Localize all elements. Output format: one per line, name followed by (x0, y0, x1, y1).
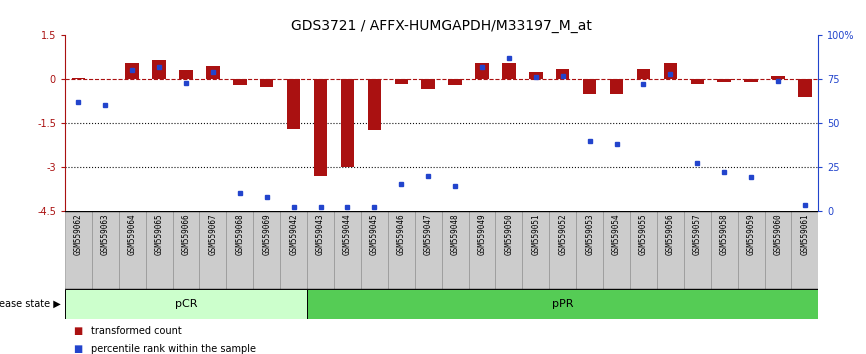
Text: GSM559057: GSM559057 (693, 213, 701, 255)
Bar (469, 211, 495, 289)
Text: GSM559049: GSM559049 (477, 213, 487, 255)
Text: GSM559062: GSM559062 (74, 213, 83, 255)
Text: GSM559068: GSM559068 (236, 213, 244, 255)
Bar (152, 60, 166, 79)
Bar (260, 79, 274, 86)
Text: GSM559054: GSM559054 (612, 213, 621, 255)
Bar (206, 66, 220, 79)
Bar (307, 211, 334, 289)
Bar (334, 211, 361, 289)
Text: disease state ▶: disease state ▶ (0, 298, 61, 309)
Text: GSM559044: GSM559044 (343, 213, 352, 255)
Bar (610, 79, 624, 94)
Text: percentile rank within the sample: percentile rank within the sample (91, 344, 256, 354)
Text: GSM559065: GSM559065 (155, 213, 164, 255)
Bar (657, 211, 684, 289)
Text: ■: ■ (74, 344, 83, 354)
Text: GSM559045: GSM559045 (370, 213, 379, 255)
Text: GSM559067: GSM559067 (209, 213, 217, 255)
Bar (65, 211, 92, 289)
Bar (502, 63, 515, 79)
Text: GSM559063: GSM559063 (100, 213, 110, 255)
Text: GSM559061: GSM559061 (800, 213, 810, 255)
Text: GSM559069: GSM559069 (262, 213, 271, 255)
Text: transformed count: transformed count (91, 326, 182, 336)
Bar (690, 79, 704, 84)
Text: ■: ■ (74, 326, 83, 336)
Bar (233, 79, 247, 85)
Bar (388, 211, 415, 289)
Bar (792, 211, 818, 289)
Text: pCR: pCR (175, 298, 197, 309)
Bar (449, 79, 462, 85)
Bar (529, 72, 543, 79)
Bar (253, 211, 281, 289)
Bar (495, 211, 522, 289)
Bar (340, 79, 354, 167)
Bar (199, 211, 226, 289)
Text: GSM559051: GSM559051 (532, 213, 540, 255)
Bar (745, 79, 758, 82)
Text: pPR: pPR (552, 298, 573, 309)
Bar (637, 69, 650, 79)
Title: GDS3721 / AFFX-HUMGAPDH/M33197_M_at: GDS3721 / AFFX-HUMGAPDH/M33197_M_at (291, 19, 592, 33)
Text: GSM559058: GSM559058 (720, 213, 728, 255)
Bar (711, 211, 738, 289)
Bar (126, 63, 139, 79)
Text: GSM559050: GSM559050 (504, 213, 514, 255)
Bar (281, 211, 307, 289)
Text: GSM559053: GSM559053 (585, 213, 594, 255)
Bar (226, 211, 253, 289)
Bar (583, 79, 597, 94)
Bar (556, 69, 570, 79)
Bar (179, 70, 193, 79)
Bar (65, 289, 307, 319)
Bar (798, 79, 811, 97)
Bar (72, 78, 85, 79)
Bar (765, 211, 792, 289)
Bar (630, 211, 657, 289)
Bar (549, 211, 576, 289)
Bar (522, 211, 549, 289)
Text: GSM559059: GSM559059 (746, 213, 756, 255)
Bar (422, 79, 435, 90)
Bar (395, 79, 408, 84)
Text: GSM559052: GSM559052 (559, 213, 567, 255)
Text: GSM559046: GSM559046 (397, 213, 406, 255)
Text: GSM559056: GSM559056 (666, 213, 675, 255)
Bar (415, 211, 442, 289)
Text: GSM559043: GSM559043 (316, 213, 325, 255)
Bar (475, 63, 488, 79)
Bar (772, 76, 785, 79)
Bar (738, 211, 765, 289)
Bar (92, 211, 119, 289)
Text: GSM559060: GSM559060 (773, 213, 783, 255)
Bar (145, 211, 172, 289)
Bar (287, 79, 301, 129)
Bar (313, 79, 327, 176)
Text: GSM559048: GSM559048 (450, 213, 460, 255)
Bar (119, 211, 145, 289)
Bar (684, 211, 711, 289)
Text: GSM559055: GSM559055 (639, 213, 648, 255)
Bar (172, 211, 199, 289)
Text: GSM559066: GSM559066 (182, 213, 191, 255)
Bar (368, 79, 381, 130)
Bar (361, 211, 388, 289)
Bar (442, 211, 469, 289)
Bar (307, 289, 818, 319)
Bar (717, 79, 731, 82)
Text: GSM559047: GSM559047 (423, 213, 433, 255)
Text: GSM559064: GSM559064 (127, 213, 137, 255)
Text: GSM559042: GSM559042 (289, 213, 298, 255)
Bar (576, 211, 603, 289)
Bar (663, 63, 677, 79)
Bar (603, 211, 630, 289)
